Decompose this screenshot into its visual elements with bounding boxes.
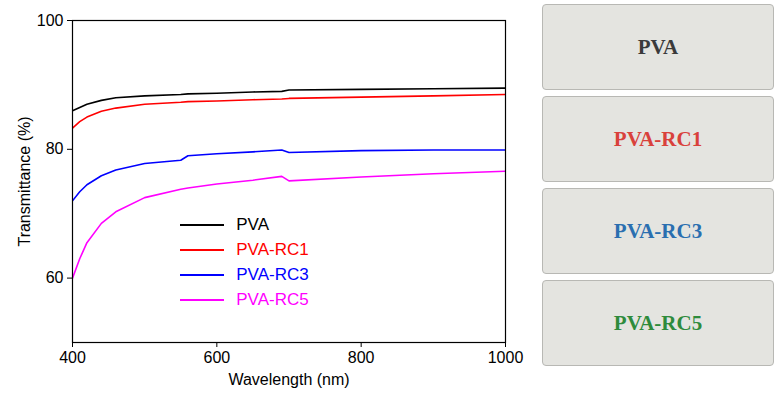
svg-text:80: 80	[46, 140, 64, 157]
html-text:PVA-RC1: PVA-RC1	[236, 239, 309, 259]
svg-text:Wavelength (nm): Wavelength (nm)	[228, 371, 349, 388]
html-text:PVA: PVA	[236, 214, 269, 234]
html-text:PVA-RC5: PVA-RC5	[613, 310, 703, 335]
svg-text:60: 60	[46, 269, 64, 286]
html-text:PVA-RC3: PVA-RC3	[613, 218, 703, 243]
svg-text:400: 400	[59, 349, 86, 366]
svg-text:800: 800	[348, 349, 375, 366]
svg-text:1000: 1000	[488, 349, 524, 366]
svg-text:100: 100	[37, 12, 64, 29]
html-text:PVA-RC5: PVA-RC5	[236, 289, 309, 309]
html-text:PVA-RC1: PVA-RC1	[613, 126, 703, 151]
html-text:PVA-RC3: PVA-RC3	[236, 264, 309, 284]
html-text:PVA: PVA	[637, 34, 679, 59]
svg-text:Transmittance (%): Transmittance (%)	[16, 116, 33, 246]
svg-text:600: 600	[203, 349, 230, 366]
